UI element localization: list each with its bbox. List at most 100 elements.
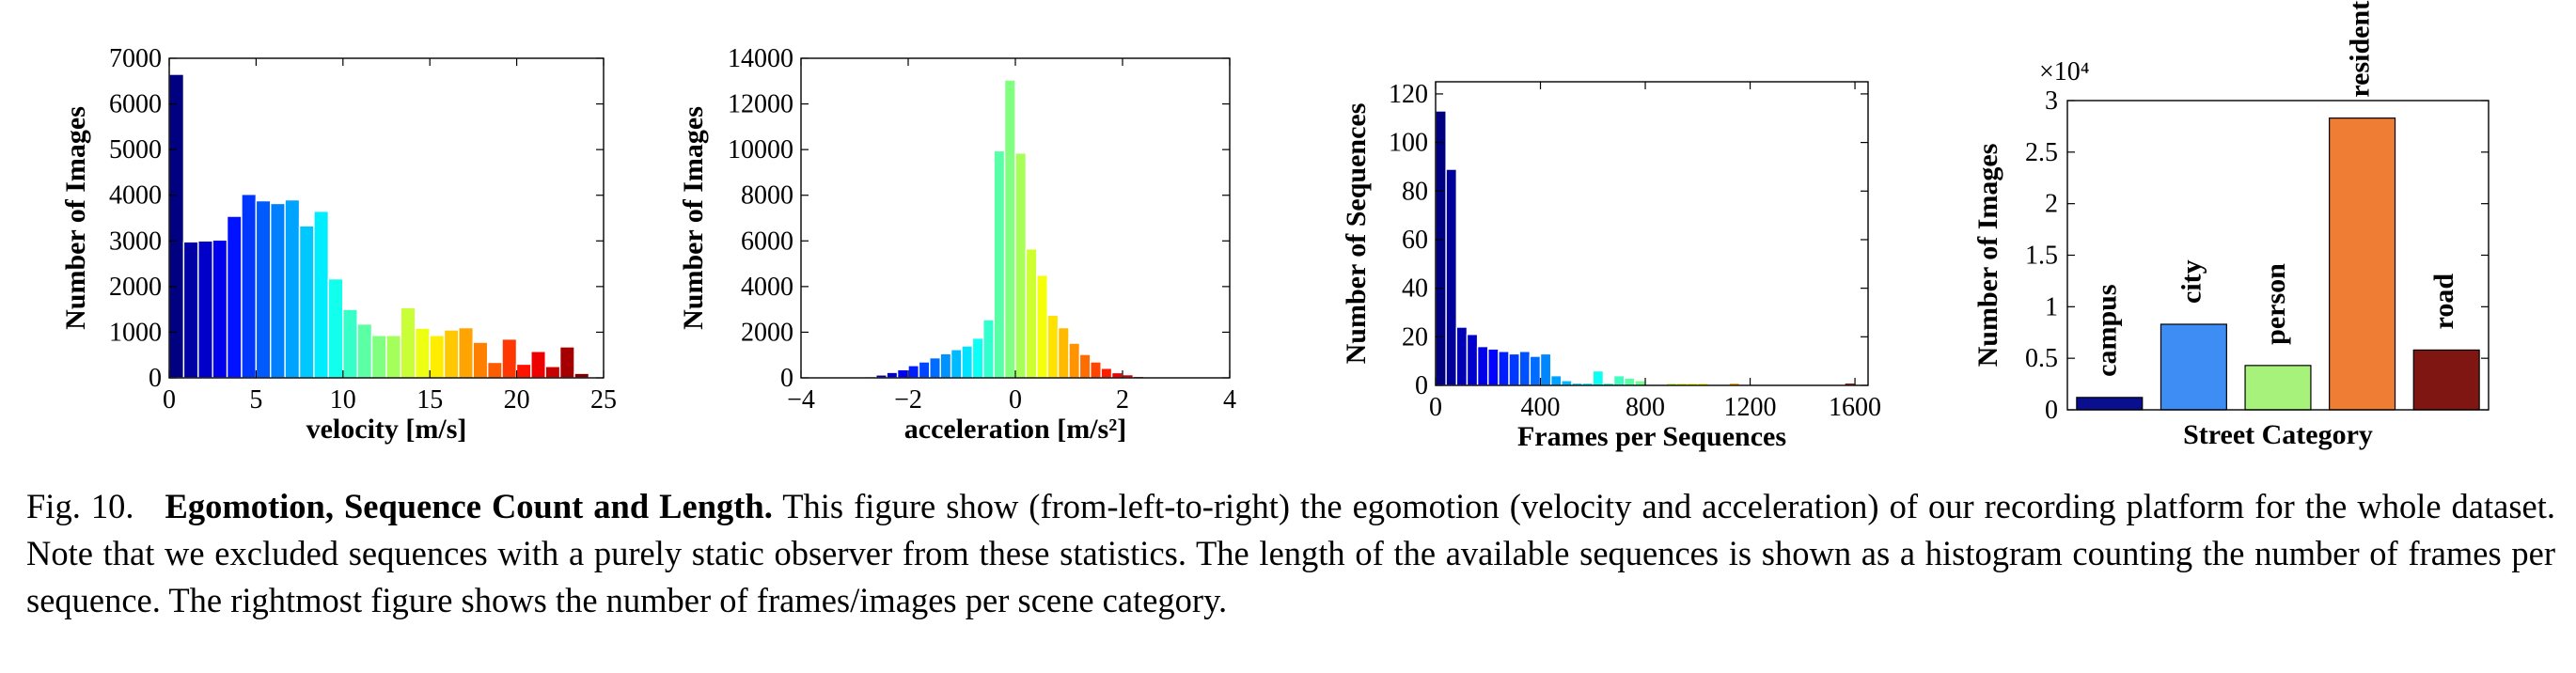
y-tick-label: 20 (1402, 322, 1428, 352)
histogram-bar (1057, 326, 1070, 379)
x-tick-label: 5 (249, 385, 262, 415)
axes-box (2066, 100, 2490, 411)
histogram-bar (1014, 152, 1028, 379)
y-tick-label: 4000 (109, 181, 162, 211)
x-tick-label: 1200 (1724, 393, 1777, 422)
histogram-bar (298, 225, 315, 379)
axes-box (800, 57, 1231, 379)
histogram-bar (1110, 371, 1123, 379)
histogram-bar (982, 319, 995, 379)
y-tick-label: 10000 (728, 135, 793, 164)
category-label-road: road (2428, 274, 2459, 330)
x-tick-label: 4 (1223, 385, 1236, 415)
x-axis-label: Street Category (2183, 419, 2373, 450)
histogram-bar (907, 365, 920, 379)
histogram-bar (971, 337, 984, 379)
y-axis-label: Number of Images (1972, 144, 2003, 368)
x-axis-label: acceleration [m/s²] (904, 414, 1126, 445)
histogram-bar (400, 306, 416, 379)
y-tick-label: 14000 (728, 44, 793, 73)
y-tick-label: 5000 (109, 135, 162, 164)
histogram-bar (918, 361, 931, 379)
x-tick-label: 0 (1009, 385, 1022, 415)
histogram-bar (1476, 345, 1489, 386)
histogram-bar (241, 194, 258, 379)
histogram-bar (255, 199, 272, 379)
histogram-bar (1612, 374, 1626, 386)
histogram-bar (370, 335, 387, 379)
histogram-bar (356, 322, 373, 379)
histogram-bar (573, 372, 590, 379)
x-tick-label: 0 (1429, 393, 1442, 422)
histogram-bar (1529, 355, 1542, 386)
velocity-histogram: 0 5 10 15 20 25 0 1000 2000 3000 4000 5000 6000 7000 v… (60, 44, 617, 445)
y-tick-label: 12000 (728, 90, 793, 119)
bar-city (2160, 323, 2227, 411)
y-tick-label: 2000 (741, 318, 793, 347)
y-tick-label: 60 (1402, 226, 1428, 255)
y-tick-label: 40 (1402, 274, 1428, 304)
histogram-bar (939, 352, 952, 379)
street-category-bar-chart: campus city person residential road 0 0.5 1 1.5 2… (1972, 0, 2490, 450)
x-tick-label: 10 (330, 385, 356, 415)
category-label-city: city (2175, 259, 2207, 304)
y-tick-label: 1 (2045, 292, 2058, 321)
histogram-bar (1046, 314, 1060, 379)
bar-person (2244, 365, 2312, 411)
y-tick-label: 80 (1402, 177, 1428, 206)
histogram-bar (515, 363, 532, 379)
y-axis-label: Number of Images (678, 106, 709, 330)
histogram-bar (1508, 352, 1520, 386)
histogram-bar (1539, 352, 1552, 386)
y-tick-label: 7000 (109, 44, 162, 73)
histogram-bar (1561, 380, 1573, 386)
axes-box (168, 57, 605, 379)
caption-text: This figure show (from-left-to-right) th… (26, 487, 2556, 619)
histogram-bar (429, 335, 446, 379)
histogram-bar (1036, 274, 1048, 379)
y-tick-label: 100 (1389, 129, 1428, 158)
y-tick-label: 1000 (109, 318, 162, 347)
histogram-bar (1078, 353, 1092, 379)
y-tick-label: 3 (2045, 86, 2058, 116)
bar-residential (2329, 117, 2396, 411)
histogram-bar (1003, 79, 1016, 379)
y-axis-label: Number of Images (60, 106, 91, 330)
histogram-bar (284, 198, 301, 379)
histogram-bar (270, 202, 286, 379)
y-tick-label: 0 (149, 364, 162, 393)
bar-campus (2076, 397, 2144, 411)
histogram-bar (1592, 369, 1605, 386)
histogram-bar (1435, 110, 1447, 386)
x-tick-label: 2 (1116, 385, 1129, 415)
histogram-bar (1498, 351, 1510, 386)
histogram-bar (886, 371, 899, 379)
histogram-bar (1100, 368, 1113, 379)
y-tick-label: 120 (1389, 80, 1428, 109)
histogram-bar (530, 351, 546, 379)
x-tick-label: 400 (1521, 393, 1561, 422)
x-tick-label: −2 (894, 385, 922, 415)
histogram-bar (1068, 342, 1081, 379)
caption-title: Egomotion, Sequence Count and Length. (165, 487, 773, 525)
histogram-bar (414, 327, 431, 379)
histogram-bar (1624, 377, 1636, 386)
x-tick-label: 800 (1626, 393, 1665, 422)
histogram-bar (385, 335, 402, 379)
y-tick-label: 0 (780, 364, 793, 393)
histogram-bar (197, 240, 213, 379)
histogram-bar (486, 361, 503, 379)
histogram-bar (896, 368, 909, 379)
histogram-bar (544, 366, 561, 379)
histogram-bar (1549, 374, 1563, 386)
histogram-bar (558, 346, 575, 379)
y-tick-label: 2 (2045, 190, 2058, 219)
histogram-bar (1518, 351, 1531, 386)
y-axis-label: Number of Sequences (1341, 103, 1372, 365)
category-label-campus: campus (2092, 284, 2123, 376)
y-tick-label: 6000 (741, 227, 793, 256)
x-axis-label: Frames per Sequences (1517, 421, 1786, 452)
histogram-bar (1090, 361, 1102, 379)
x-tick-label: 15 (416, 385, 443, 415)
histogram-bar (993, 149, 1006, 379)
